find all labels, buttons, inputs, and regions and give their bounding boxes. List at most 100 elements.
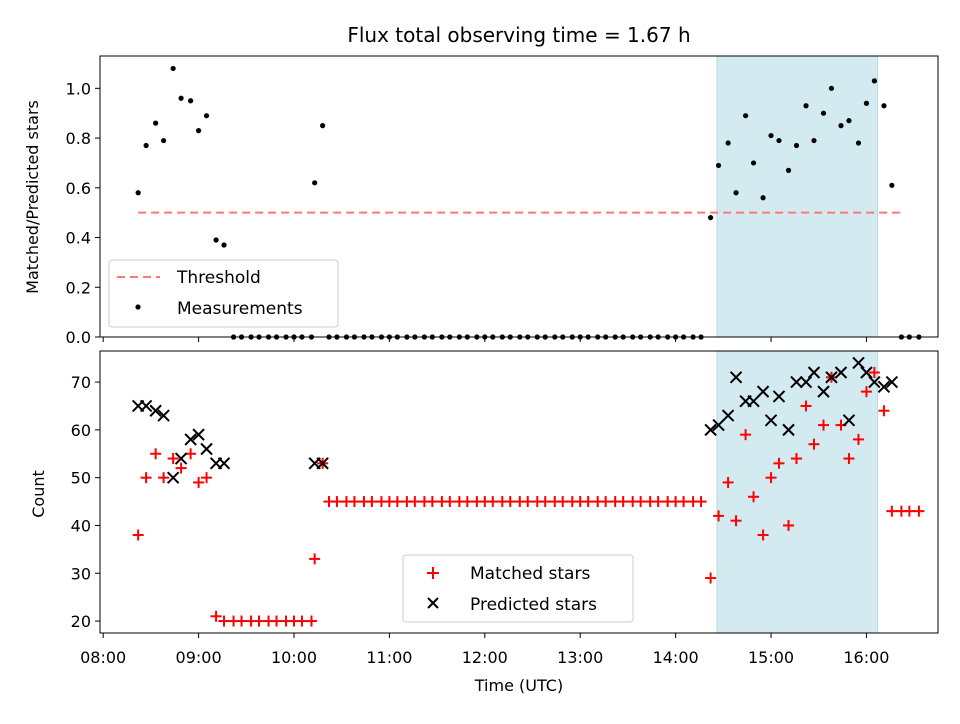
predicted-star-point	[729, 371, 743, 384]
predicted-star-point	[877, 380, 891, 394]
predicted-star-point	[174, 452, 188, 465]
predicted-star-point	[747, 394, 760, 408]
predicted-star-point	[799, 375, 813, 389]
matched-star-point	[132, 529, 144, 541]
top-ytick-label: 0.4	[66, 229, 91, 248]
predicted-star-point	[157, 409, 170, 422]
matched-star-point	[617, 496, 629, 508]
measurement-point	[863, 100, 870, 106]
predicted-star-point	[149, 404, 162, 417]
matched-star-point	[539, 496, 551, 508]
bottom-legend: Matched stars Predicted stars	[402, 554, 634, 623]
legend-matched-label: Matched stars	[470, 564, 590, 584]
legend-predicted-label: Predicted stars	[470, 595, 597, 615]
matched-star-point	[253, 615, 265, 627]
matched-star-point	[868, 367, 880, 379]
measurement-point	[178, 95, 184, 101]
matched-star-point	[305, 615, 317, 627]
predicted-star-point	[712, 418, 725, 432]
predicted-star-point	[790, 375, 803, 389]
matched-star-point	[210, 610, 222, 622]
top-panel: 0.0 0.2 0.4 0.6 0.8 1.0 Matched/Predicted sta…	[23, 55, 939, 347]
legend-predicted-swatch	[427, 597, 439, 609]
matched-star-point	[557, 496, 569, 508]
matched-star-point	[852, 433, 864, 445]
matched-star-point	[522, 496, 534, 508]
matched-star-point	[600, 496, 612, 508]
measurement-point	[881, 103, 887, 109]
matched-star-point	[201, 472, 213, 484]
measurement-point	[221, 242, 227, 248]
measurement-point	[889, 182, 895, 188]
matched-star-point	[765, 472, 777, 484]
matched-star-point	[705, 572, 717, 584]
measurement-point	[725, 140, 731, 146]
top-y-axis-label: Matched/Predicted stars	[23, 100, 42, 294]
bottom-ytick-label: 20	[71, 612, 91, 631]
measurement-point	[708, 215, 714, 221]
top-legend-box	[108, 259, 339, 328]
matched-star-point	[150, 448, 162, 460]
matched-star-point	[695, 496, 707, 508]
matched-star-point	[309, 553, 321, 565]
legend-matched-swatch	[427, 567, 439, 579]
observing-window-shade-bottom	[716, 350, 879, 634]
measurement-point	[793, 142, 800, 149]
measurement-point	[195, 128, 202, 134]
measurement-point	[143, 142, 149, 149]
matched-star-point	[348, 496, 360, 508]
matched-star-point	[167, 453, 179, 465]
predicted-star-point	[192, 428, 205, 441]
matched-star-point	[860, 386, 872, 398]
predicted-star-point	[764, 414, 778, 427]
measurement-point	[742, 113, 749, 119]
predicted-star-point	[217, 457, 231, 470]
predicted-star-point	[721, 409, 735, 422]
bottom-xtick-label: 16:00	[843, 648, 889, 667]
measurement-point	[776, 137, 782, 144]
top-ytick-label: 0.0	[66, 328, 91, 347]
legend-threshold-label: Threshold	[176, 268, 261, 288]
legend-measurements-swatch	[135, 304, 141, 310]
matched-star-point	[713, 510, 725, 522]
bottom-legend-box	[402, 554, 634, 623]
top-ytick-label: 0.2	[66, 278, 91, 297]
matched-star-point	[730, 515, 742, 527]
predicted-star-point	[825, 371, 838, 384]
bottom-y-axis-label: Count	[29, 470, 48, 518]
measurement-point	[768, 132, 774, 139]
matched-star-point	[582, 496, 594, 508]
legend-measurements-label: Measurements	[177, 299, 303, 319]
measurement-point	[715, 162, 722, 169]
bottom-xtick-label: 11:00	[366, 648, 412, 667]
matched-star-point	[271, 615, 283, 627]
measurement-point	[188, 98, 194, 104]
bottom-xtick-label: 12:00	[462, 648, 508, 667]
predicted-star-point	[834, 366, 848, 379]
bottom-ytick-label: 40	[71, 516, 91, 535]
matched-star-point	[444, 496, 456, 508]
bottom-ytick-label: 60	[71, 421, 91, 440]
observing-window-shade-top	[716, 55, 879, 338]
bottom-xtick-label: 10:00	[271, 648, 317, 667]
measurement-point	[760, 195, 766, 201]
matched-star-point	[886, 505, 898, 517]
measurement-point	[213, 237, 219, 243]
top-axes-frame	[99, 55, 939, 338]
bottom-xtick-label: 13:00	[557, 648, 603, 667]
figure-title: Flux total observing time = 1.67 h	[347, 23, 690, 47]
predicted-star-point	[756, 385, 770, 398]
matched-star-point	[193, 476, 205, 488]
predicted-star-point	[772, 390, 786, 403]
matched-star-point	[843, 453, 855, 465]
top-ytick-label: 1.0	[66, 79, 91, 98]
measurement-point	[855, 140, 862, 146]
predicted-star-point	[782, 423, 795, 437]
matched-star-point	[391, 496, 403, 508]
predicted-star-point	[166, 471, 180, 484]
bottom-ytick-label: 30	[71, 564, 91, 583]
measurement-point	[828, 85, 835, 91]
measurement-point	[820, 110, 827, 116]
measurement-point	[785, 167, 792, 173]
